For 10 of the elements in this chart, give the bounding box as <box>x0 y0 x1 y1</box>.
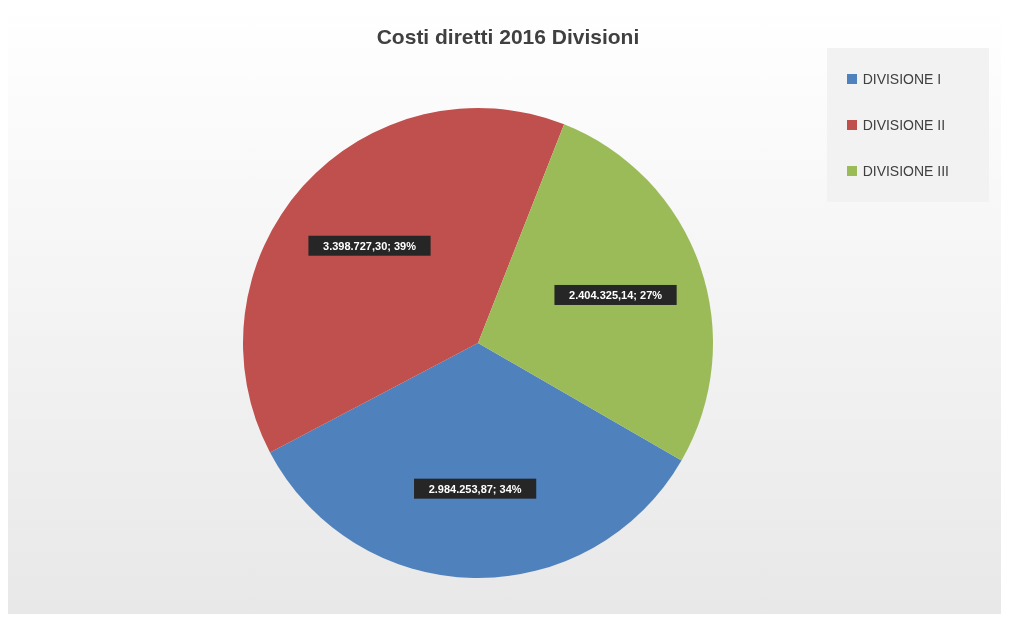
data-label: 2.404.325,14; 27% <box>569 288 663 301</box>
pie-slice <box>270 343 682 578</box>
pie-slice <box>243 108 565 453</box>
data-label: 2.984.253,87; 34% <box>428 482 522 495</box>
pie-slice <box>478 124 713 461</box>
legend-label: DIVISIONE II <box>862 117 946 133</box>
chart-title: Costi diretti 2016 Divisioni <box>376 25 640 48</box>
legend-label: DIVISIONE I <box>862 71 942 87</box>
data-label: 3.398.727,30; 39% <box>323 239 417 252</box>
legend-label: DIVISIONE III <box>862 163 949 179</box>
